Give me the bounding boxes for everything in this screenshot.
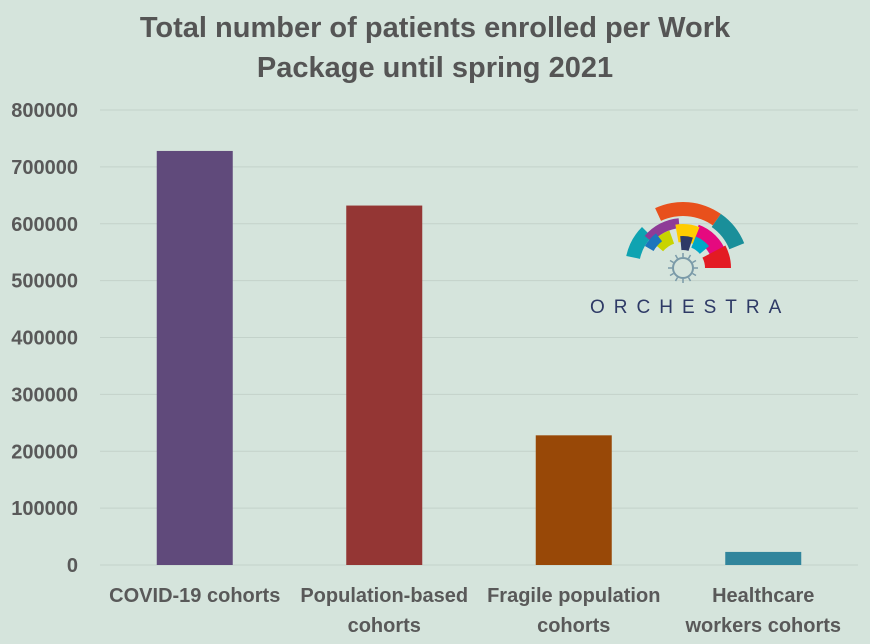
chart-title: Total number of patients enrolled per Wo… — [0, 8, 870, 88]
x-tick-label: COVID-19 cohorts — [109, 585, 280, 607]
logo-segment — [652, 230, 675, 252]
orchestra-logo-text: ORCHESTRA — [590, 297, 790, 318]
x-tick-label-line: Fragile population — [487, 585, 660, 607]
bar — [156, 150, 233, 565]
y-tick-label: 700000 — [11, 157, 78, 179]
x-tick-label: Population-based cohorts — [300, 585, 468, 637]
x-tick-label-line: COVID-19 cohorts — [109, 585, 280, 607]
logo-segment — [691, 236, 710, 254]
logo-segment — [702, 245, 731, 268]
y-axis-ticks: 0 100000 200000 300000 400000 500000 600000 700… — [11, 100, 78, 577]
chart-title-line-1: Total number of patients enrolled per Wo… — [139, 12, 731, 44]
logo-spike — [674, 254, 679, 259]
logo-spike — [669, 272, 674, 277]
logo-spike — [692, 272, 697, 277]
logo-spike — [687, 277, 692, 282]
x-tick-label-line: Population-based — [300, 585, 468, 607]
logo-center-circle — [672, 257, 694, 279]
chart-title-line-2: Package until spring 2021 — [256, 52, 614, 84]
x-tick-label: Healthcare workers cohorts — [684, 585, 841, 637]
x-tick-label-line: Healthcare — [712, 585, 814, 607]
bar — [725, 551, 802, 565]
y-tick-label: 800000 — [11, 100, 78, 122]
y-tick-label: 600000 — [11, 214, 78, 236]
logo-spike — [669, 259, 674, 264]
logo-segment — [680, 235, 693, 251]
bar — [535, 435, 612, 565]
bar — [346, 205, 423, 566]
x-tick-label-line: workers cohorts — [684, 615, 841, 637]
y-tick-label: 400000 — [11, 328, 78, 350]
x-tick-label: Fragile population cohorts — [487, 585, 660, 637]
logo-spike — [687, 254, 692, 259]
y-tick-label: 0 — [67, 555, 78, 577]
y-tick-label: 300000 — [11, 384, 78, 406]
logo-spike — [674, 277, 679, 282]
logo-segment — [655, 202, 721, 226]
x-tick-label-line: cohorts — [537, 615, 610, 637]
x-tick-label-line: cohorts — [348, 615, 421, 637]
y-tick-label: 500000 — [11, 271, 78, 293]
x-axis-ticks: COVID-19 cohorts Population-based cohortsF… — [109, 585, 841, 637]
bars — [156, 150, 802, 566]
logo-spike — [692, 259, 697, 264]
orchestra-logo-mark — [626, 202, 745, 283]
y-tick-label: 100000 — [11, 498, 78, 520]
y-tick-label: 200000 — [11, 441, 78, 463]
orchestra-logo: ORCHESTRA — [590, 202, 790, 318]
logo-segment — [711, 213, 745, 250]
logo-segment — [644, 233, 663, 251]
